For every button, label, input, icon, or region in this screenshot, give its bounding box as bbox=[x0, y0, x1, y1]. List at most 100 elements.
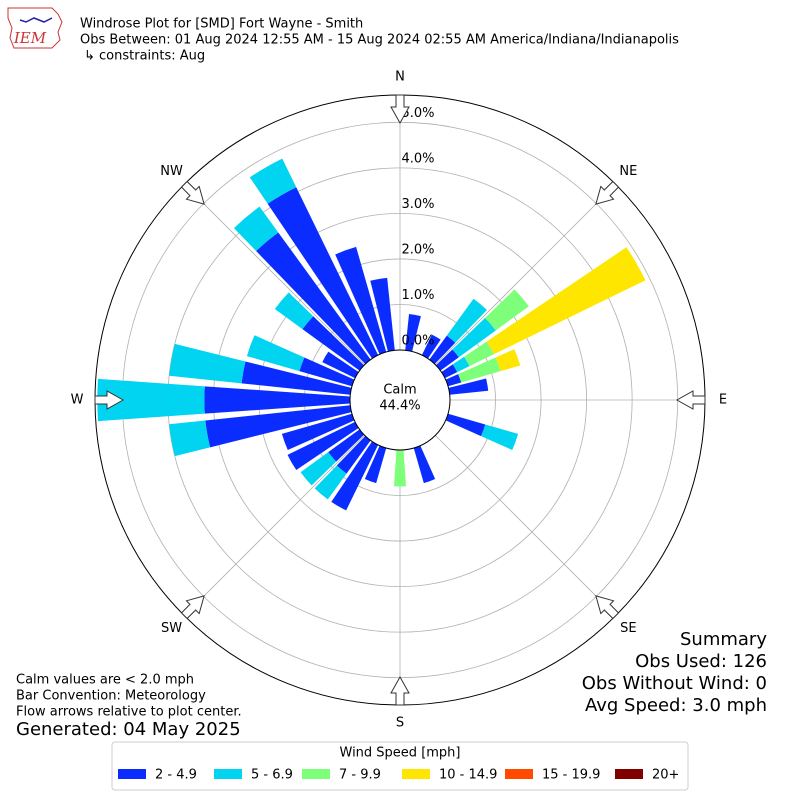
flow-arrow bbox=[675, 390, 706, 410]
logo-wind bbox=[19, 17, 53, 23]
r-tick-label: 2.0% bbox=[401, 242, 434, 257]
compass-label: E bbox=[719, 393, 727, 408]
chart-title: Windrose Plot for [SMD] Fort Wayne - Smi… bbox=[80, 17, 363, 32]
bar-segment bbox=[452, 356, 470, 373]
compass-label: SE bbox=[620, 621, 636, 636]
radial-grid-line bbox=[184, 435, 365, 616]
legend-title: Wind Speed [mph] bbox=[340, 746, 461, 761]
summary-line: Obs Without Wind: 0 bbox=[582, 673, 767, 694]
compass-label: N bbox=[395, 70, 405, 85]
bar-segment bbox=[246, 335, 305, 372]
legend-label: 20+ bbox=[652, 768, 679, 783]
bar-segment bbox=[169, 343, 246, 384]
note-line: Calm values are < 2.0 mph bbox=[16, 673, 194, 688]
legend-swatch bbox=[615, 769, 643, 779]
bar-segment bbox=[331, 441, 379, 511]
legend-swatch bbox=[214, 769, 242, 779]
bar-segment bbox=[435, 349, 459, 371]
bar-segment bbox=[486, 247, 646, 355]
bar-segment bbox=[445, 374, 462, 387]
bar-segment bbox=[267, 187, 379, 359]
legend-swatch bbox=[402, 769, 430, 779]
bar-segment bbox=[205, 405, 352, 448]
flow-arrow bbox=[390, 675, 410, 706]
compass-label: S bbox=[396, 716, 404, 731]
note-line: Bar Convention: Meteorology bbox=[16, 689, 206, 704]
flow-arrow bbox=[180, 595, 205, 620]
bar-segment bbox=[322, 351, 359, 379]
bar-segment bbox=[169, 420, 211, 457]
bar-segment bbox=[233, 206, 279, 252]
legend-label: 15 - 19.9 bbox=[542, 768, 600, 783]
bar-segment bbox=[441, 364, 458, 379]
bar-segment bbox=[300, 452, 337, 486]
note-line: Flow arrows relative to plot center. bbox=[16, 705, 242, 720]
bar-segment bbox=[458, 357, 501, 383]
compass-label: NW bbox=[160, 164, 183, 179]
bar-segment bbox=[302, 316, 365, 371]
bar-segment bbox=[446, 298, 487, 343]
radial-grid-line bbox=[435, 184, 616, 365]
r-tick-label: 1.0% bbox=[401, 288, 434, 303]
compass-label: SW bbox=[161, 621, 182, 636]
r-tick-label: 4.0% bbox=[401, 151, 434, 166]
flow-arrow bbox=[180, 180, 205, 205]
legend-label: 10 - 14.9 bbox=[439, 768, 497, 783]
logo: IEM bbox=[7, 7, 63, 49]
bar-segment bbox=[281, 413, 355, 450]
flow-arrow bbox=[94, 390, 125, 410]
r-tick-label: 0.0% bbox=[401, 334, 434, 349]
compass-label: NE bbox=[619, 164, 637, 179]
chart-subtitle: Obs Between: 01 Aug 2024 12:55 AM - 15 A… bbox=[80, 33, 679, 48]
logo-text: IEM bbox=[13, 29, 47, 47]
bar-segment bbox=[393, 449, 407, 487]
bar-segment bbox=[464, 341, 495, 367]
bar-segment bbox=[481, 424, 519, 450]
bar-segment bbox=[328, 429, 365, 462]
logo-outline bbox=[7, 7, 63, 49]
radial-grid-line bbox=[435, 435, 616, 616]
summary-line: Obs Used: 126 bbox=[635, 651, 767, 672]
flow-arrow bbox=[390, 94, 410, 125]
bar-segment bbox=[241, 361, 352, 395]
calm-value: 44.4% bbox=[379, 399, 420, 414]
bar-segment bbox=[495, 349, 521, 372]
bar-segment bbox=[274, 292, 314, 330]
bar-segment bbox=[413, 445, 436, 484]
bar-segment bbox=[452, 317, 496, 358]
bar-segment bbox=[429, 335, 456, 365]
bar-segment bbox=[485, 289, 529, 331]
flow-arrow bbox=[595, 180, 620, 205]
legend-swatch bbox=[505, 769, 533, 779]
compass-label: W bbox=[71, 393, 84, 408]
legend-box bbox=[111, 741, 689, 791]
bar-segment bbox=[445, 413, 486, 437]
constraints: ↳ constraints: Aug bbox=[84, 49, 205, 64]
radial-grid-line bbox=[184, 184, 365, 365]
summary-line: Avg Speed: 3.0 mph bbox=[585, 695, 767, 716]
bar-segment bbox=[314, 465, 347, 500]
generated: Generated: 04 May 2025 bbox=[16, 719, 241, 740]
bar-segment bbox=[405, 314, 421, 352]
bar-segment bbox=[448, 378, 489, 395]
legend-swatch bbox=[302, 769, 330, 779]
bar-segment bbox=[421, 334, 441, 359]
bar-segment bbox=[336, 435, 371, 474]
bar-segment bbox=[335, 246, 387, 355]
r-tick-label: 5.0% bbox=[401, 106, 434, 121]
bar-segment bbox=[287, 421, 359, 470]
bar-segment bbox=[249, 158, 297, 204]
summary-line: Summary bbox=[680, 629, 767, 650]
bar-segment bbox=[256, 232, 371, 365]
legend-label: 2 - 4.9 bbox=[155, 768, 197, 783]
flow-arrow bbox=[595, 595, 620, 620]
r-tick-label: 3.0% bbox=[401, 197, 434, 212]
calm-circle bbox=[349, 349, 451, 451]
legend-label: 5 - 6.9 bbox=[251, 768, 293, 783]
bar-segment bbox=[370, 277, 395, 352]
bar-segment bbox=[97, 378, 205, 422]
bar-segment bbox=[364, 445, 387, 484]
legend-label: 7 - 9.9 bbox=[339, 768, 381, 783]
calm-label: Calm bbox=[383, 383, 416, 398]
